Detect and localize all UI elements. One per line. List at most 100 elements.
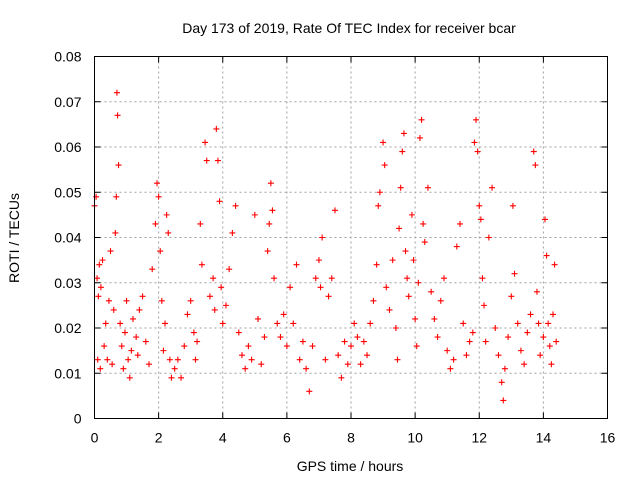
data-point <box>485 234 492 241</box>
y-tick-label: 0.06 <box>54 139 81 155</box>
data-point <box>306 388 313 395</box>
data-point <box>203 157 210 164</box>
x-tick-label: 2 <box>155 430 163 446</box>
data-point <box>397 184 404 191</box>
data-point <box>511 270 518 277</box>
data-point <box>235 329 242 336</box>
data-point <box>303 365 310 372</box>
data-point <box>389 257 396 264</box>
data-point <box>115 162 122 169</box>
x-tick-label: 10 <box>407 430 423 446</box>
x-tick-label: 4 <box>219 430 227 446</box>
data-point <box>408 211 415 218</box>
data-point <box>509 202 516 209</box>
data-point <box>101 343 108 350</box>
data-point <box>210 275 217 282</box>
data-point <box>114 112 121 119</box>
data-point <box>105 297 112 304</box>
x-tick-labels: 0 2 4 6 8 10 12 14 16 <box>91 430 616 446</box>
data-point <box>197 220 204 227</box>
data-point <box>418 116 425 123</box>
data-point <box>113 89 120 96</box>
data-point <box>450 356 457 363</box>
data-point <box>460 320 467 327</box>
data-point <box>280 311 287 318</box>
data-point <box>216 198 223 205</box>
data-point <box>344 361 351 368</box>
data-point <box>194 338 201 345</box>
data-point <box>328 275 335 282</box>
data-point <box>123 297 130 304</box>
data-point <box>367 320 374 327</box>
y-tick-label: 0.07 <box>54 94 81 110</box>
data-point <box>474 148 481 155</box>
data-point <box>447 365 454 372</box>
data-point <box>370 297 377 304</box>
x-axis-label: GPS time / hours <box>297 458 404 474</box>
data-point <box>431 315 438 322</box>
data-point <box>505 334 512 341</box>
data-point <box>266 220 273 227</box>
data-point <box>354 334 361 341</box>
data-point <box>125 356 132 363</box>
data-point <box>341 338 348 345</box>
data-point <box>351 320 358 327</box>
data-point <box>508 293 515 300</box>
data-point <box>477 216 484 223</box>
data-point <box>532 162 539 169</box>
data-point <box>187 297 194 304</box>
data-point <box>335 352 342 359</box>
data-point <box>405 293 412 300</box>
grid <box>94 56 608 419</box>
data-point <box>413 343 420 350</box>
data-point <box>394 356 401 363</box>
data-point <box>492 325 499 331</box>
data-point <box>146 361 153 368</box>
data-point <box>375 202 382 209</box>
data-point <box>437 297 444 304</box>
data-point <box>165 229 172 236</box>
data-point <box>107 248 114 255</box>
data-point <box>380 139 387 146</box>
data-point <box>97 365 104 372</box>
data-point <box>168 374 175 381</box>
data-point <box>549 311 556 318</box>
data-point <box>102 320 109 327</box>
data-point <box>99 257 106 264</box>
data-point <box>245 343 252 350</box>
data-point <box>527 311 534 318</box>
data-point <box>322 356 329 363</box>
data-point <box>501 365 508 372</box>
data-point <box>120 365 127 372</box>
data-point <box>319 234 326 241</box>
data-point <box>238 352 245 359</box>
y-tick-label: 0.04 <box>54 230 81 246</box>
data-point <box>211 306 218 313</box>
data-point <box>476 202 483 209</box>
data-point <box>166 356 173 363</box>
axis-ticks <box>94 56 608 419</box>
data-point <box>109 361 116 368</box>
data-point <box>110 306 117 313</box>
data-point <box>287 284 294 291</box>
data-point <box>546 343 553 350</box>
data-point <box>399 148 406 155</box>
data-point <box>126 374 133 381</box>
data-point <box>155 193 162 200</box>
data-point <box>551 261 558 268</box>
data-point <box>95 293 102 300</box>
data-point <box>184 311 191 318</box>
y-tick-label: 0.02 <box>54 320 81 336</box>
data-point <box>264 248 271 255</box>
data-point <box>434 334 441 341</box>
y-tick-label: 0.05 <box>54 184 81 200</box>
data-point <box>206 293 213 300</box>
data-point <box>96 261 103 268</box>
data-point <box>392 325 399 331</box>
data-point <box>160 347 167 354</box>
data-point <box>299 338 306 345</box>
data-point <box>471 139 478 146</box>
data-point <box>129 315 136 322</box>
data-point <box>383 284 390 291</box>
